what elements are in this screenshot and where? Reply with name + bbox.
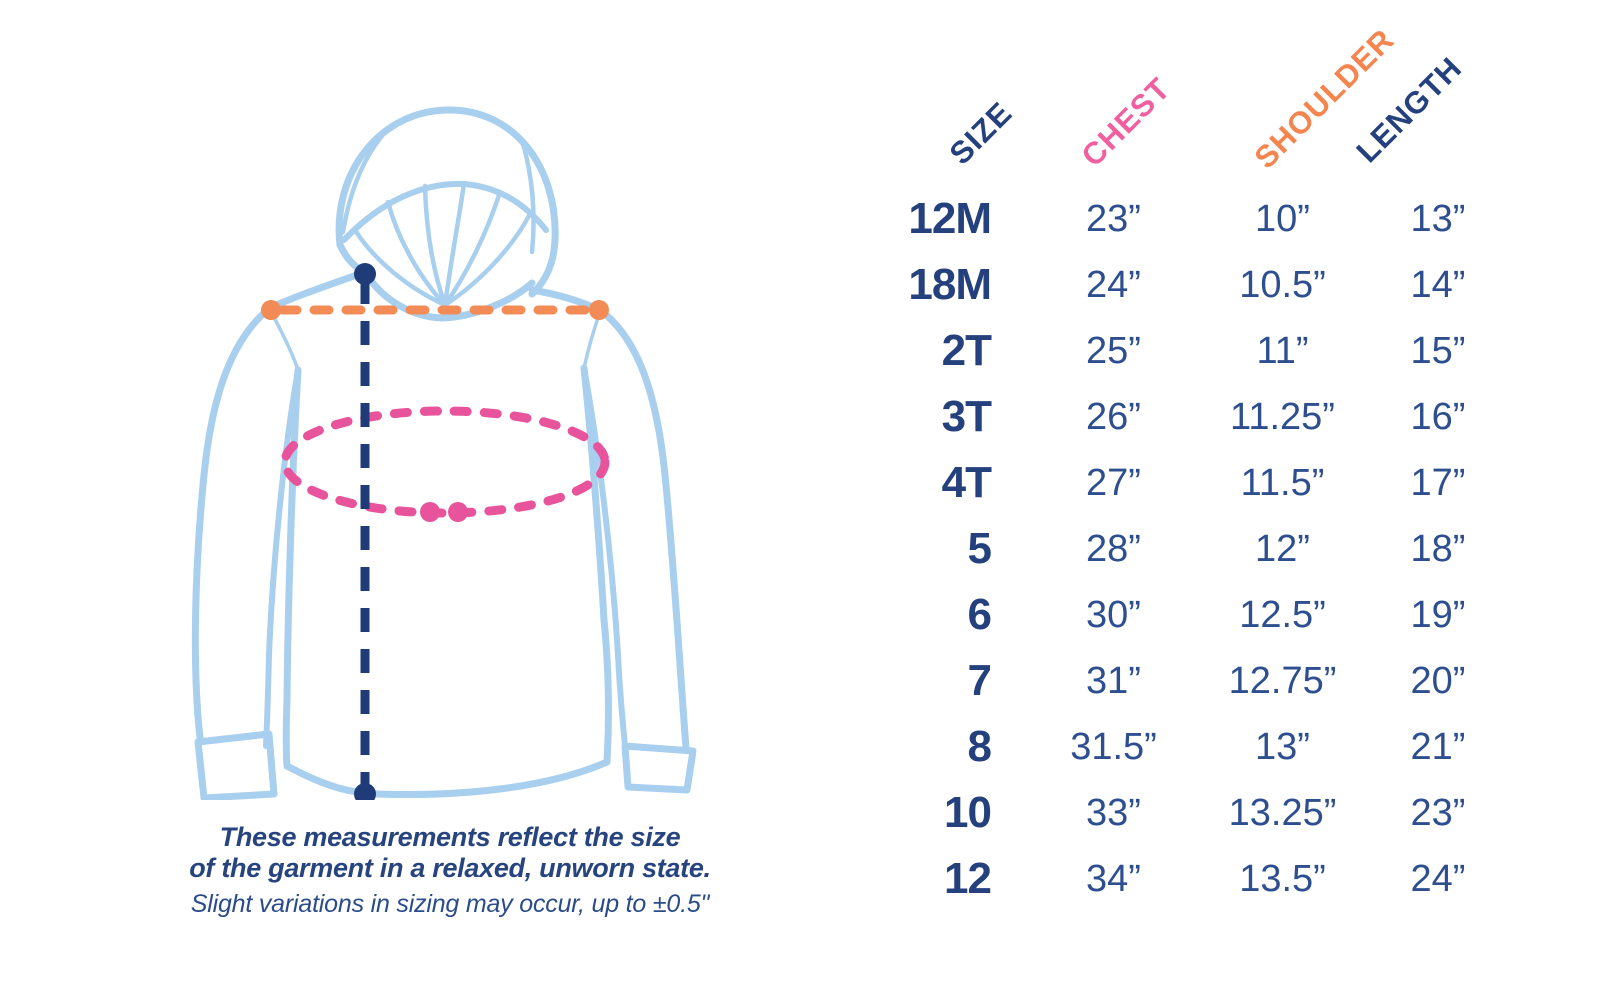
size-row: 7 31” 12.75” 20” bbox=[830, 648, 1547, 714]
shoulder-value: 10.5” bbox=[1239, 263, 1326, 306]
size-label: 7 bbox=[967, 656, 992, 705]
shoulder-value: 11.5” bbox=[1240, 461, 1325, 504]
size-label: 4T bbox=[941, 458, 992, 507]
size-label: 5 bbox=[967, 524, 992, 573]
size-row: 8 31.5” 13” 21” bbox=[830, 714, 1547, 780]
size-row: 18M 24” 10.5” 14” bbox=[830, 252, 1547, 318]
shoulder-value: 12.5” bbox=[1239, 593, 1326, 636]
shoulder-value: 13.5” bbox=[1239, 857, 1326, 900]
length-value: 19” bbox=[1410, 593, 1466, 636]
shoulder-value: 12” bbox=[1255, 527, 1310, 570]
chest-value: 31.5” bbox=[1070, 725, 1157, 768]
length-value: 23” bbox=[1410, 791, 1466, 834]
chest-value: 23” bbox=[1086, 197, 1141, 240]
shoulder-value: 10” bbox=[1255, 197, 1310, 240]
chest-value: 31” bbox=[1086, 659, 1141, 702]
chest-value: 28” bbox=[1086, 527, 1141, 570]
size-label: 12M bbox=[908, 194, 992, 243]
shoulder-measure-line bbox=[261, 300, 609, 320]
length-value: 21” bbox=[1410, 725, 1466, 768]
length-value: 20” bbox=[1410, 659, 1466, 702]
shoulder-dot bbox=[589, 300, 609, 320]
shoulder-value: 13” bbox=[1255, 725, 1310, 768]
chest-value: 27” bbox=[1086, 461, 1141, 504]
size-label: 18M bbox=[908, 260, 992, 309]
chest-value: 24” bbox=[1086, 263, 1141, 306]
size-row: 4T 27” 11.5” 17” bbox=[830, 450, 1547, 516]
size-row: 2T 25” 11” 15” bbox=[830, 318, 1547, 384]
shoulder-value: 11” bbox=[1256, 329, 1309, 372]
caption-line-2: of the garment in a relaxed, unworn stat… bbox=[189, 853, 711, 883]
column-header-chest: CHEST bbox=[1074, 70, 1178, 174]
chest-value: 25” bbox=[1086, 329, 1141, 372]
chest-dot bbox=[448, 502, 468, 522]
chest-value: 33” bbox=[1086, 791, 1141, 834]
length-value: 17” bbox=[1410, 461, 1466, 504]
size-row: 10 33” 13.25” 23” bbox=[830, 780, 1547, 846]
size-label: 10 bbox=[944, 788, 992, 837]
size-label: 3T bbox=[941, 392, 992, 441]
size-label: 6 bbox=[967, 590, 992, 639]
size-label: 12 bbox=[944, 854, 992, 903]
caption-note: Slight variations in sizing may occur, u… bbox=[190, 890, 710, 918]
chest-value: 34” bbox=[1086, 857, 1141, 900]
length-value: 24” bbox=[1410, 857, 1466, 900]
size-row: 6 30” 12.5” 19” bbox=[830, 582, 1547, 648]
size-chart-rows: 12M 23” 10” 13” 18M 24” 10.5” 14” 2T 25”… bbox=[830, 186, 1547, 912]
chest-value: 26” bbox=[1086, 395, 1141, 438]
length-value: 13” bbox=[1410, 197, 1466, 240]
size-row: 3T 26” 11.25” 16” bbox=[830, 384, 1547, 450]
length-measure-line bbox=[354, 263, 376, 800]
chest-dot bbox=[420, 502, 440, 522]
hoodie-illustration bbox=[191, 106, 697, 800]
size-label: 8 bbox=[967, 722, 992, 771]
caption-line-1: These measurements reflect the size bbox=[219, 822, 681, 852]
shoulder-value: 11.25” bbox=[1230, 395, 1335, 438]
shoulder-value: 12.75” bbox=[1228, 659, 1337, 702]
chest-measure-line bbox=[280, 406, 610, 522]
length-value: 14” bbox=[1410, 263, 1466, 306]
length-dot bbox=[354, 263, 376, 285]
size-label: 2T bbox=[941, 326, 992, 375]
diagram-caption: These measurements reflect the size of t… bbox=[105, 822, 795, 919]
column-header-size: SIZE bbox=[942, 94, 1019, 172]
length-value: 15” bbox=[1410, 329, 1466, 372]
size-row: 5 28” 12” 18” bbox=[830, 516, 1547, 582]
length-value: 18” bbox=[1410, 527, 1466, 570]
chest-value: 30” bbox=[1086, 593, 1141, 636]
size-row: 12 34” 13.5” 24” bbox=[830, 846, 1547, 912]
hoodie-outline bbox=[191, 106, 697, 800]
length-value: 16” bbox=[1410, 395, 1466, 438]
shoulder-dot bbox=[261, 300, 281, 320]
size-row: 12M 23” 10” 13” bbox=[830, 186, 1547, 252]
shoulder-value: 13.25” bbox=[1228, 791, 1337, 834]
length-dot bbox=[354, 783, 376, 800]
